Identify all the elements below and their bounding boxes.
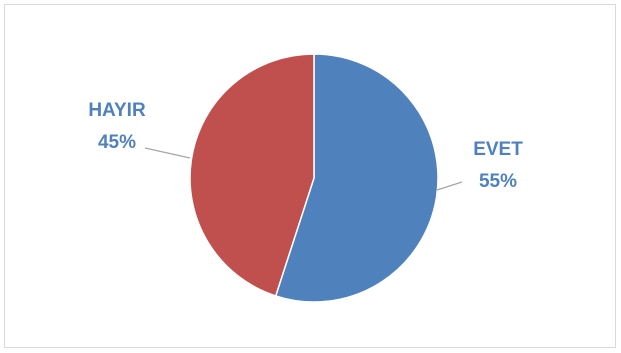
label-value-evet: 55% [479, 171, 517, 192]
leader-line-evet [436, 181, 463, 191]
leader-line-hayir [144, 147, 191, 159]
pie-slice-hayir [189, 53, 315, 297]
label-category-evet: EVET [473, 139, 523, 160]
leader-lines [144, 147, 463, 191]
label-category-hayir: HAYIR [88, 100, 146, 121]
pie-slice-evet [274, 53, 439, 303]
pie-slices [189, 53, 439, 303]
label-value-hayir: 45% [98, 132, 136, 153]
